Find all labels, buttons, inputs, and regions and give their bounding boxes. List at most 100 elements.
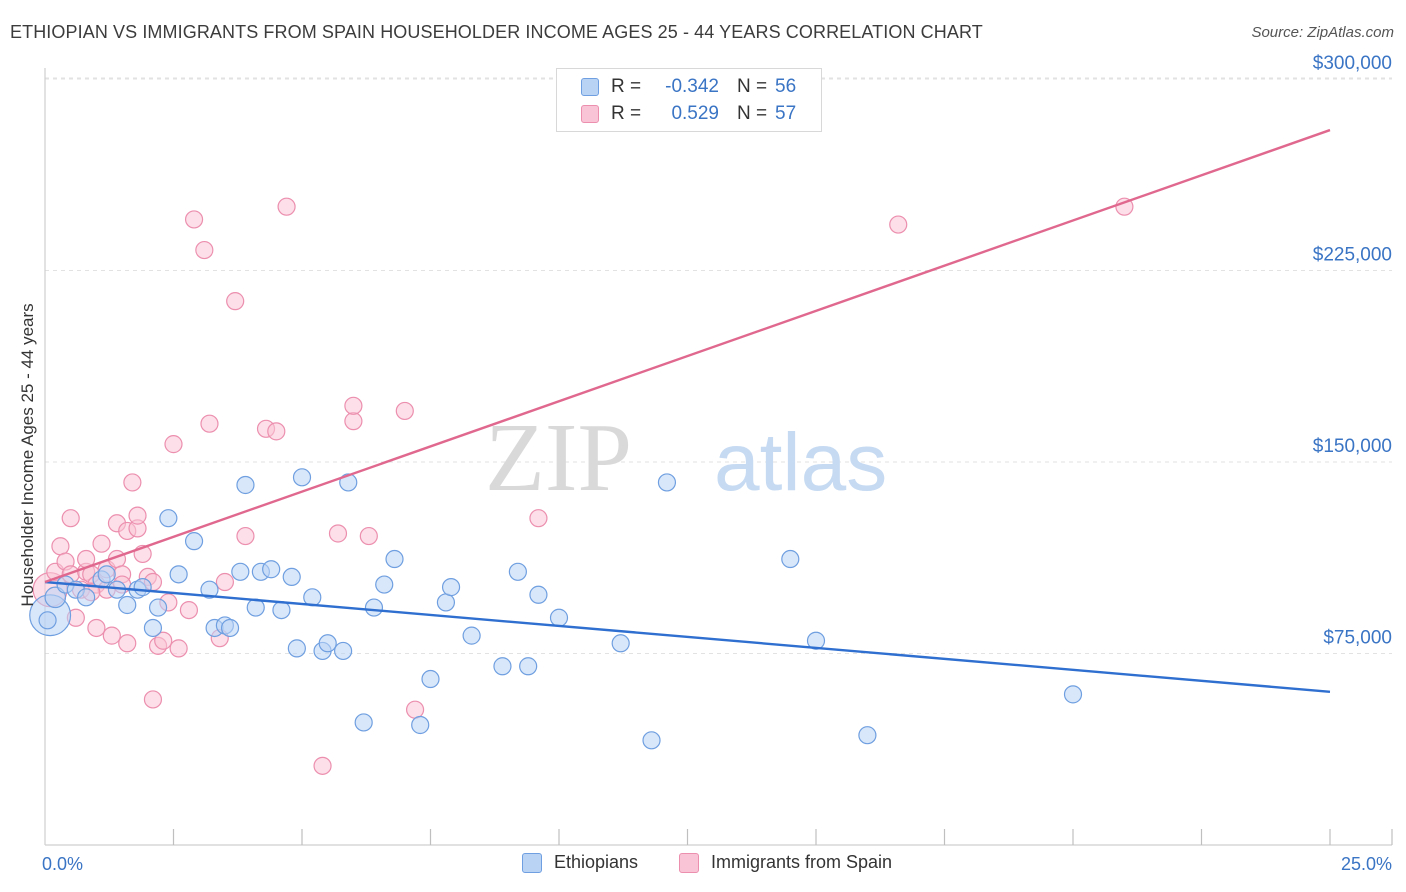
ethiopian-point [334,641,353,661]
ethiopian-point [262,560,281,579]
ethiopian-point [133,578,152,597]
spain-point [1115,197,1134,216]
spain-point [236,526,255,546]
spain-point [51,537,70,556]
legend-swatch-blue [581,78,599,96]
ethiopian-point [549,608,569,627]
spain-point [92,534,111,553]
ethiopian-point [220,618,240,638]
axis-layer [44,68,1393,846]
ethiopian-point [118,595,137,615]
spain-point [123,473,142,492]
ethiopian-point [318,634,337,653]
ethiopian-point [508,562,527,581]
x-tick-labels: 0.0% 25.0% [42,854,1392,874]
legend-label: Ethiopians [554,852,639,872]
legend-n-label: N = [737,76,768,97]
spain-point [344,412,363,431]
legend-item-ethiopians[interactable]: Ethiopians [522,852,638,873]
spain-point [215,572,234,592]
spain-point [128,506,147,525]
y-tick-labels: $75,000 $150,000 $225,000 $300,000 [1313,53,1392,649]
spain-point [328,524,348,543]
legend-r-value: -0.342 [665,76,719,97]
ethiopian-point [148,598,168,617]
x-tick-label: 25.0% [1341,854,1392,874]
spain-point [154,631,173,650]
legend-row-spain: R = 0.529 N = 57 [581,102,796,126]
ethiopian-point [272,600,291,620]
x-tick-label: 0.0% [42,854,83,874]
ethiopian-point [657,473,677,492]
y-tick-label: $300,000 [1313,53,1392,74]
y-tick-label: $150,000 [1313,436,1392,457]
blue-series-points [29,468,1083,750]
ethiopian-point [77,588,96,607]
y-tick-label: $225,000 [1313,245,1392,266]
ethiopian-point [493,657,512,676]
spain-point [359,526,378,546]
ethiopian-point [642,731,661,750]
spain-point [118,634,137,653]
ethiopian-point [231,562,250,581]
watermark-zip: ZIP [485,404,632,512]
ethiopian-point [364,598,384,617]
ethiopian-point [385,549,404,569]
source-label: Source: ZipAtlas.com [1251,24,1394,41]
spain-trend-line [44,128,1331,584]
correlation-legend: R = -0.342 N = 56 R = 0.529 N = 57 [556,68,822,132]
ethiopian-point [169,565,188,584]
ethiopian-point [781,549,800,569]
legend-n-label: N = [737,103,768,124]
ethiopian-point [375,575,394,594]
watermark-atlas: atlas [714,417,887,508]
ethiopian-point [44,586,67,609]
trend-lines [44,128,1331,693]
ethiopian-point [184,532,204,551]
spain-point [405,700,425,719]
legend-swatch-pink [679,852,699,873]
ethiopian-point [421,669,440,689]
legend-row-ethiopians: R = -0.342 N = 56 [581,75,796,99]
spain-point [267,422,286,441]
ethiopian-point [436,593,456,612]
ethiopian-point [1063,685,1083,704]
spain-point [889,215,908,234]
ethiopian-point [529,585,548,604]
y-tick-label: $75,000 [1323,628,1392,649]
spain-point [164,435,183,454]
spain-point [195,240,214,260]
spain-point [169,639,188,658]
ethiopian-point [159,509,178,528]
ethiopian-point [236,475,255,495]
ethiopian-point [143,618,163,638]
spain-point [184,210,204,229]
ethiopian-point [519,657,538,676]
ethiopian-point [97,565,116,584]
ethiopian-point [441,578,461,597]
ethiopian-point [611,634,630,653]
spain-point [313,756,332,775]
spain-point [61,509,80,528]
ethiopian-point [287,639,306,658]
ethiopian-point [858,726,877,745]
legend-swatch-pink [581,105,599,123]
spain-point [395,401,414,421]
y-axis-label: Householder Income Ages 25 - 44 years [18,303,37,607]
ethiopian-point [292,468,312,487]
legend-r-label: R = [611,103,642,124]
ethiopian-point [38,611,57,630]
legend-label: Immigrants from Spain [711,852,893,872]
legend-n-value: 56 [775,76,797,97]
spain-point [179,600,199,620]
legend-swatch-blue [522,852,542,873]
ethiopian-point [282,567,301,587]
legend-item-spain[interactable]: Immigrants from Spain [679,852,892,873]
spain-point [226,292,245,311]
ethiopian-trend-line [44,580,1331,693]
legend-n-value: 57 [775,103,797,124]
ethiopian-point [411,715,430,735]
chart-title: ETHIOPIAN VS IMMIGRANTS FROM SPAIN HOUSE… [10,22,983,42]
ethiopian-point [200,580,219,599]
